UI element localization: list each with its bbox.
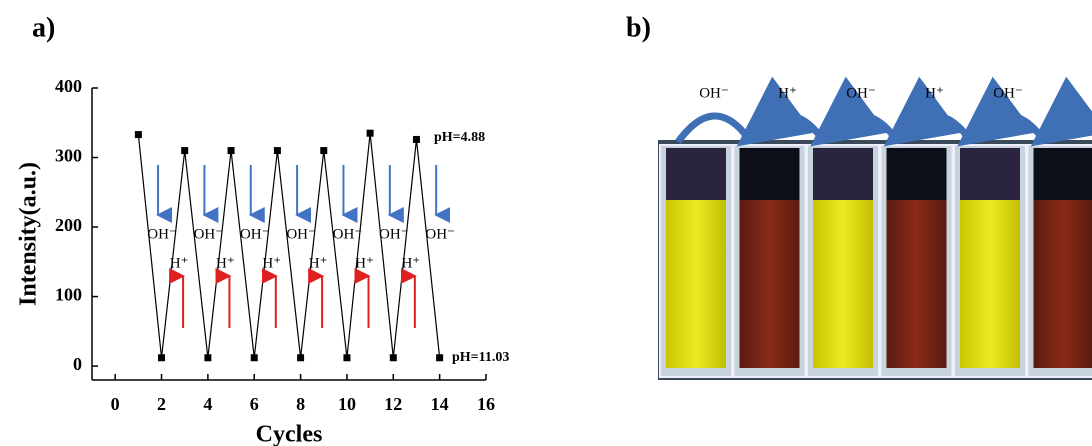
arrow-label: H⁺ (925, 85, 944, 101)
y-tick-label: 200 (55, 215, 82, 235)
annotation: H⁺ (262, 255, 281, 271)
x-axis-label: Cycles (256, 422, 323, 446)
annotation: pH=11.03 (452, 350, 509, 365)
annotation: OH⁻ (194, 226, 224, 242)
cuvette-top (739, 148, 800, 200)
solution (813, 200, 873, 368)
marker (273, 147, 281, 155)
arrow-label: OH⁻ (993, 85, 1023, 101)
solution (1033, 200, 1092, 368)
x-tick-label: 4 (203, 394, 212, 414)
arrow-label: OH⁻ (846, 85, 876, 101)
marker (181, 147, 189, 155)
y-tick-label: 0 (73, 354, 82, 374)
marker (436, 354, 444, 362)
marker (343, 354, 351, 362)
marker (389, 354, 397, 362)
x-tick-label: 0 (111, 394, 120, 414)
cuvette-top (960, 148, 1020, 200)
arrow-label: H⁺ (778, 85, 797, 101)
arrow-label: OH⁻ (699, 85, 729, 101)
line (137, 133, 441, 358)
y-tick-label: 300 (55, 146, 82, 166)
marker (412, 135, 420, 143)
annotation: pH=4.88 (434, 130, 485, 145)
solution (739, 200, 800, 368)
annotation: OH⁻ (425, 226, 455, 242)
annotation: H⁺ (216, 255, 235, 271)
transfer-arrow (748, 76, 888, 147)
marker (320, 147, 328, 155)
marker (134, 131, 142, 139)
x-tick-label: 12 (384, 394, 402, 414)
annotation: H⁺ (355, 255, 374, 271)
marker (158, 354, 166, 362)
x-tick-label: 14 (431, 394, 449, 414)
annotation: OH⁻ (147, 226, 177, 242)
solution (666, 200, 726, 368)
marker (250, 354, 258, 362)
annotation: OH⁻ (379, 226, 409, 242)
annotation: H⁺ (170, 255, 189, 271)
transfer-arrow (895, 76, 1035, 147)
cuvette-top (1033, 148, 1092, 200)
photo: OH⁻ H⁺ OH⁻ H⁺ OH⁻ (658, 76, 1092, 380)
annotation: H⁺ (401, 255, 420, 271)
x-tick-label: 2 (157, 394, 166, 414)
y-tick-label: 400 (55, 76, 82, 96)
cuvette-top (666, 148, 726, 200)
panel-label: b) (626, 12, 651, 43)
cuvette-top (813, 148, 873, 200)
marker (227, 147, 235, 155)
marker (204, 354, 212, 362)
y-tick-label: 100 (55, 285, 82, 305)
cuvette-top (886, 148, 947, 200)
x-tick-label: 6 (250, 394, 259, 414)
panel-label: a) (32, 12, 55, 43)
transfer-arrow (822, 76, 961, 147)
x-tick-label: 10 (338, 394, 356, 414)
annotation: OH⁻ (286, 226, 316, 242)
transfer-arrow (675, 76, 814, 147)
solution (960, 200, 1020, 368)
x-tick-label: 8 (296, 394, 305, 414)
transfer-arrow (969, 76, 1092, 147)
y-axis-label: Intensity(a.u.) (16, 162, 42, 306)
x-tick-label: 16 (477, 394, 495, 414)
marker (366, 129, 374, 137)
solution (886, 200, 947, 368)
annotation: H⁺ (309, 255, 328, 271)
annotation: OH⁻ (240, 226, 270, 242)
marker (297, 354, 305, 362)
annotation: OH⁻ (333, 226, 363, 242)
